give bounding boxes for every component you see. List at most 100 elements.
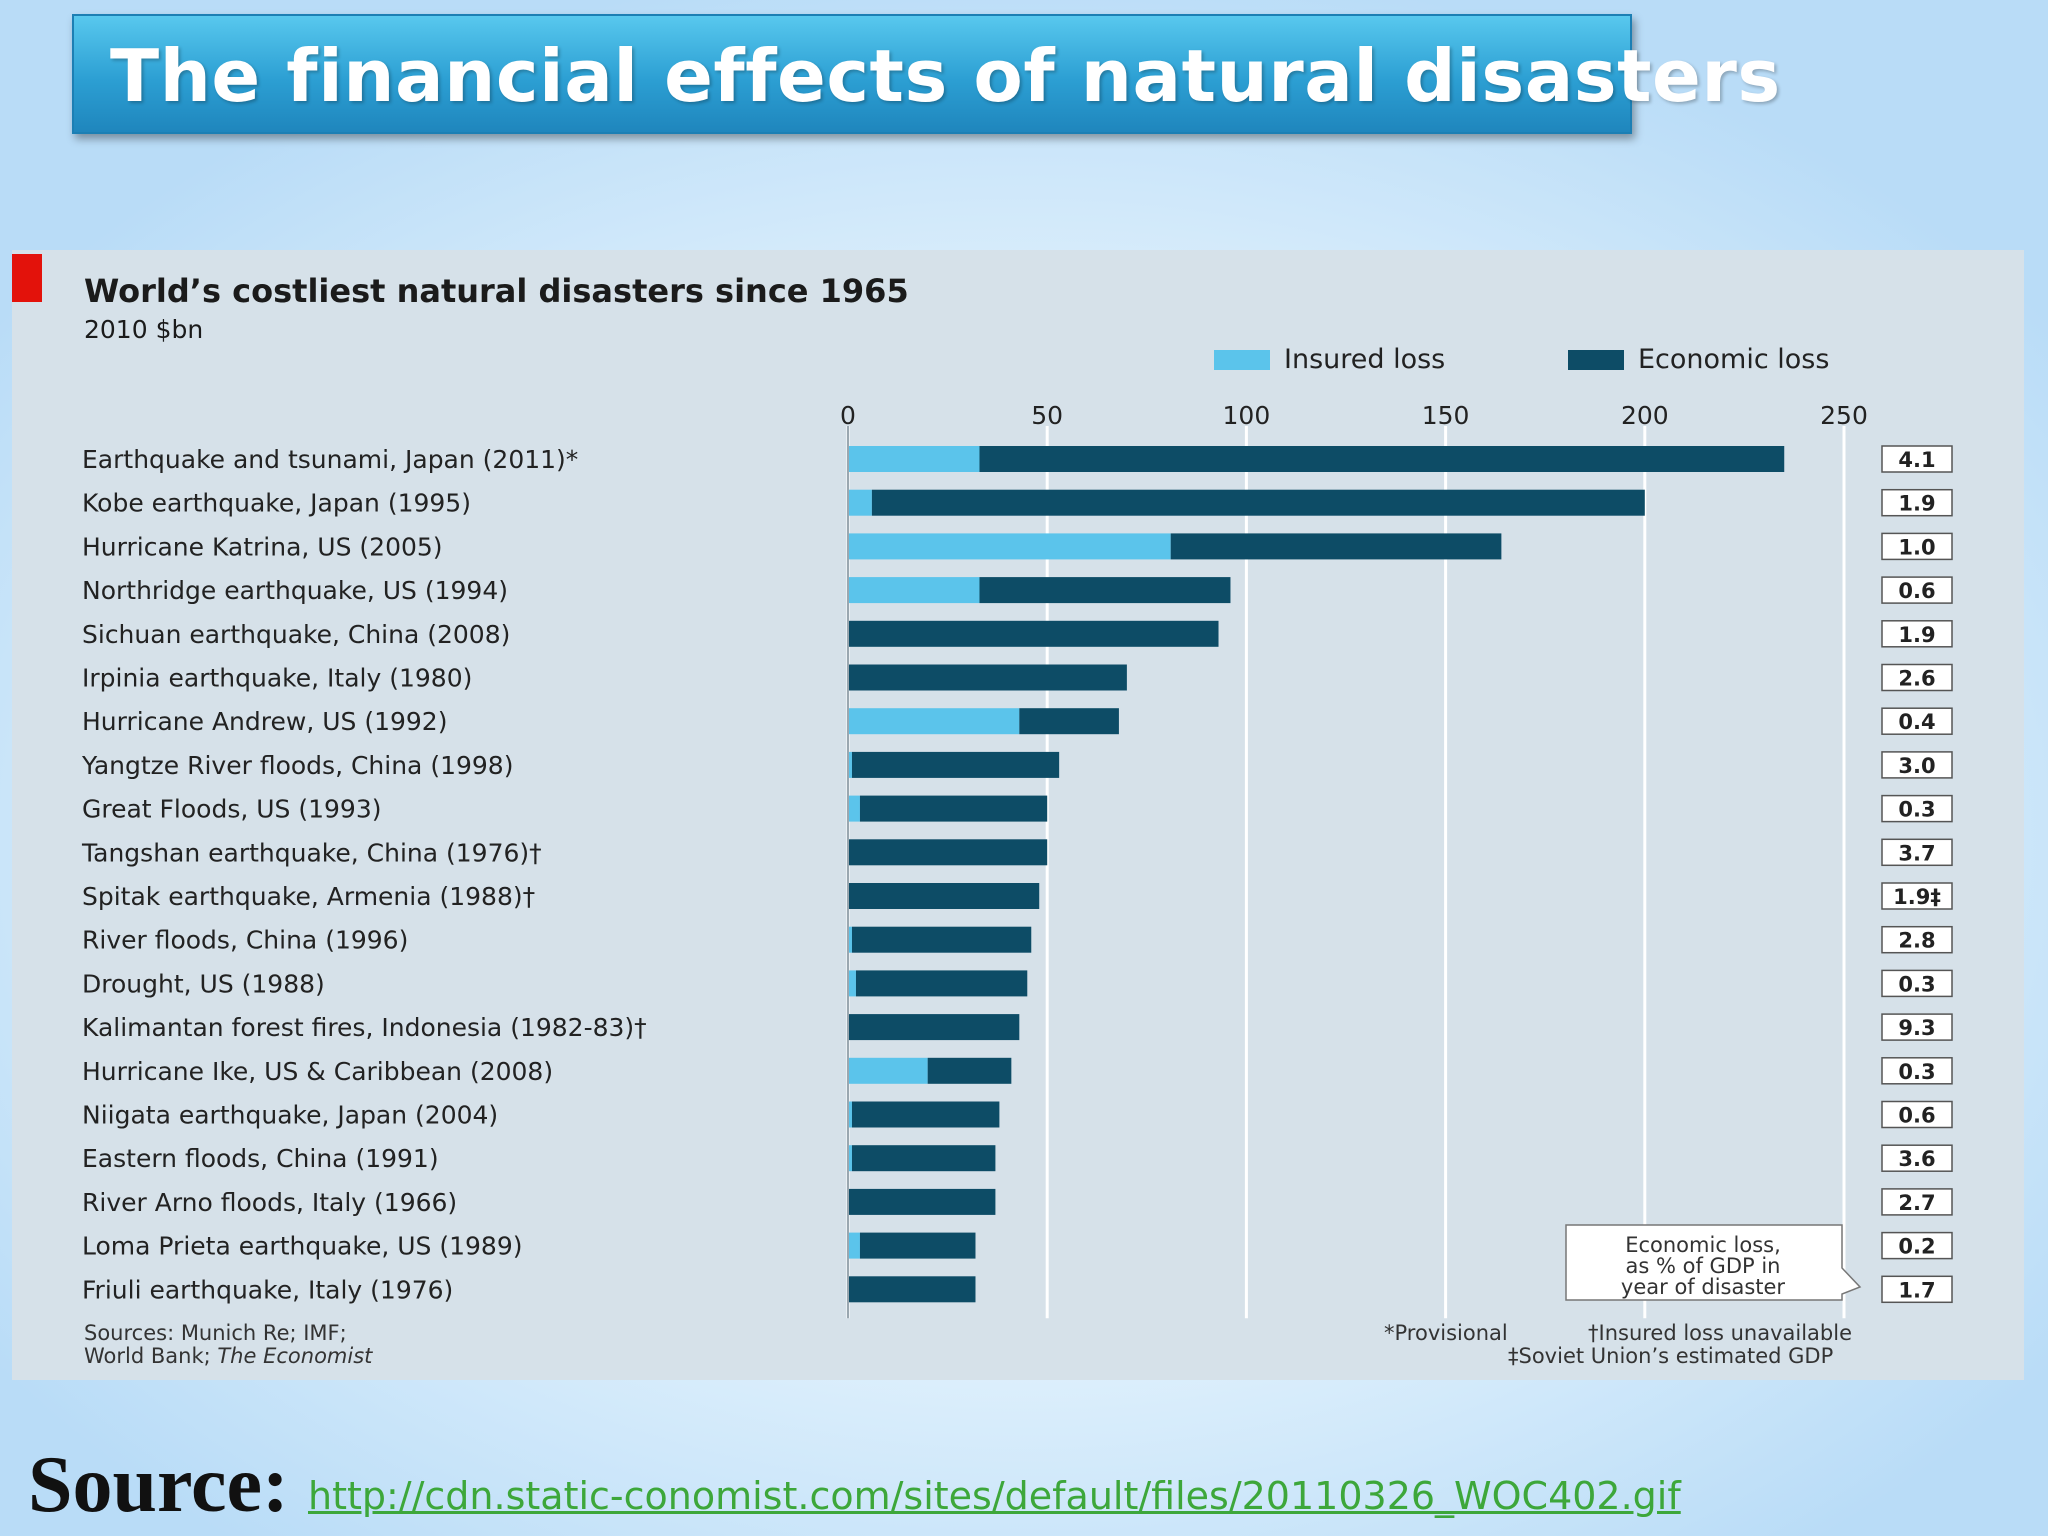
gdp-label: 3.6: [1898, 1147, 1935, 1171]
gdp-box: [1881, 620, 1953, 648]
gdp-label: 1.0: [1898, 535, 1935, 559]
category-label: Irpinia earthquake, Italy (1980): [82, 664, 472, 693]
insured-loss-bar: [848, 926, 852, 953]
economic-loss-bar: [848, 883, 1040, 909]
slide-title: The financial effects of natural disaste…: [110, 34, 1781, 118]
gdp-box: [1881, 1100, 1953, 1129]
economic-loss-bar: [859, 795, 1048, 822]
category-label: Yangtze River floods, China (1998): [81, 751, 513, 780]
category-label: Tangshan earthquake, China (1976)†: [81, 838, 542, 867]
x-tick-label: 100: [1223, 401, 1271, 430]
legend-economic-label: Economic loss: [1638, 344, 1830, 375]
insured-loss-bar: [848, 1101, 852, 1128]
insured-loss-bar: [848, 708, 1020, 735]
x-tick-label: 250: [1820, 401, 1868, 430]
footnote-insured-unavailable: †Insured loss unavailable: [1588, 1321, 1852, 1345]
category-label: Hurricane Andrew, US (1992): [82, 707, 447, 736]
insured-loss-bar: [848, 751, 852, 778]
category-label: Kalimantan forest fires, Indonesia (1982…: [82, 1013, 647, 1042]
gdp-box: [1881, 707, 1953, 735]
gdp-box: [1881, 1231, 1953, 1260]
gdp-label: 4.1: [1898, 448, 1935, 472]
economic-loss-bar: [927, 1057, 1012, 1084]
footnote-provisional: *Provisional: [1384, 1321, 1508, 1345]
sources-line-1: Sources: Munich Re; IMF;: [84, 1321, 347, 1345]
gdp-annotation-line: Economic loss,: [1625, 1233, 1781, 1257]
insured-loss-bar: [848, 446, 980, 472]
gdp-box: [1881, 838, 1953, 867]
gdp-box: [1881, 663, 1953, 692]
economic-loss-bar: [848, 1276, 976, 1303]
category-label: Sichuan earthquake, China (2008): [82, 620, 510, 649]
category-label: Eastern floods, China (1991): [82, 1144, 439, 1173]
gdp-box: [1881, 1057, 1953, 1085]
title-banner: The financial effects of natural disaste…: [72, 14, 1780, 134]
category-label: Niigata earthquake, Japan (2004): [82, 1101, 498, 1130]
gdp-label: 0.4: [1898, 710, 1935, 734]
category-label: Friuli earthquake, Italy (1976): [82, 1275, 453, 1304]
category-label: Northridge earthquake, US (1994): [82, 576, 508, 605]
insured-loss-bar: [848, 970, 856, 997]
sources-line-2: World Bank; The Economist: [84, 1345, 372, 1368]
x-tick-label: 200: [1621, 401, 1669, 430]
x-tick-label: 50: [1031, 401, 1063, 430]
x-tick-label: 0: [840, 401, 856, 430]
economic-loss-bar: [851, 926, 1032, 953]
gdp-annotation-line: as % of GDP in: [1626, 1254, 1781, 1278]
economic-loss-bar: [848, 839, 1048, 866]
gdp-box: [1881, 794, 1953, 823]
legend-economic: Economic loss: [1568, 344, 1829, 375]
chart-title: World’s costliest natural disasters sinc…: [84, 272, 909, 310]
gdp-box: [1881, 969, 1953, 998]
insured-loss-bar: [848, 1145, 852, 1172]
economic-loss-bar: [851, 1145, 996, 1172]
economic-loss-bar: [979, 446, 1785, 472]
category-label: Drought, US (1988): [82, 969, 325, 998]
source-link[interactable]: http://cdn.static-conomist.com/sites/def…: [308, 1474, 1681, 1518]
gdp-box: [1881, 488, 1953, 517]
gdp-label: 0.3: [1898, 798, 1935, 822]
category-label: Great Floods, US (1993): [82, 795, 382, 824]
x-tick-label: 150: [1422, 401, 1470, 430]
gdp-box: [1881, 1188, 1953, 1216]
insured-loss-bar: [848, 533, 1171, 560]
economic-loss-bar: [848, 664, 1127, 691]
economic-loss-bar: [979, 577, 1231, 604]
economic-loss-bar: [1170, 533, 1502, 560]
gdp-box: [1881, 1013, 1953, 1041]
gdp-label: 0.3: [1898, 972, 1935, 996]
economic-loss-bar: [848, 620, 1219, 647]
economic-loss-bar: [871, 489, 1645, 516]
category-label: Hurricane Ike, US & Caribbean (2008): [82, 1057, 553, 1086]
gdp-label: 0.6: [1898, 579, 1935, 603]
gdp-box: [1881, 1144, 1953, 1172]
legend-insured-swatch: [1214, 349, 1270, 370]
gdp-box: [1881, 925, 1953, 954]
insured-loss-bar: [848, 795, 860, 822]
category-label: Loma Prieta earthquake, US (1989): [82, 1232, 522, 1261]
gdp-box: [1881, 532, 1953, 561]
sources-note: Sources: Munich Re; IMF; World Bank; The…: [84, 1322, 372, 1368]
gdp-box: [1881, 1275, 1953, 1304]
legend-economic-swatch: [1568, 349, 1624, 370]
insured-loss-bar: [848, 489, 872, 516]
sources-line-2-prefix: World Bank;: [84, 1344, 218, 1368]
gdp-label: 1.9: [1898, 623, 1935, 647]
economic-loss-bar: [859, 1232, 976, 1259]
gdp-box: [1881, 882, 1953, 910]
gdp-annotation-box: [1565, 1224, 1862, 1301]
gdp-annotation-line: year of disaster: [1621, 1275, 1786, 1299]
gdp-label: 2.7: [1898, 1191, 1935, 1215]
economic-loss-bar: [855, 970, 1028, 997]
footnote-soviet-gdp: ‡Soviet Union’s estimated GDP: [1508, 1344, 1834, 1368]
gdp-box: [1881, 751, 1953, 779]
insured-loss-bar: [848, 1057, 928, 1084]
accent-tab: [12, 254, 42, 302]
gdp-box: [1881, 576, 1953, 604]
gdp-label: 3.0: [1898, 754, 1935, 778]
gdp-label: 1.9‡: [1893, 885, 1941, 909]
gdp-label: 0.3: [1898, 1060, 1935, 1084]
sources-line-2-italic: The Economist: [217, 1344, 373, 1368]
insured-loss-bar: [848, 1232, 860, 1259]
